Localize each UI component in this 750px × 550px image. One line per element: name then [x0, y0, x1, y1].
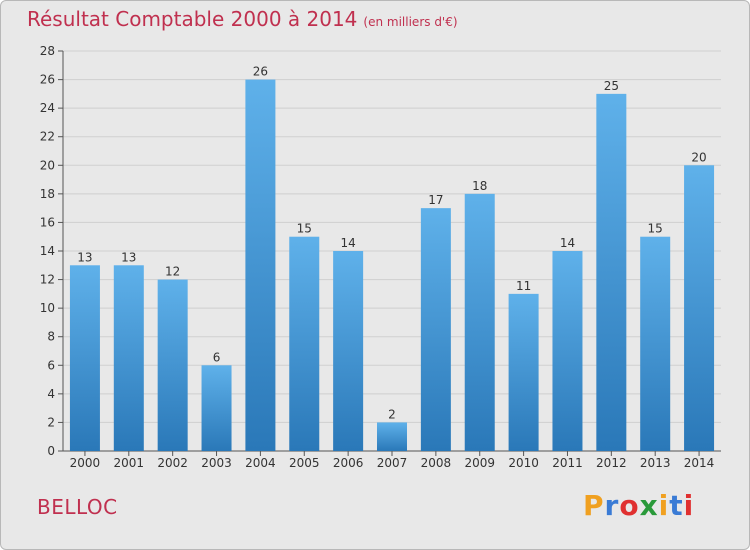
x-tick-label: 2008: [421, 456, 452, 470]
commune-name: BELLOC: [37, 495, 118, 519]
logo-letter: t: [669, 489, 684, 522]
data-label: 15: [648, 222, 663, 236]
data-label: 6: [213, 350, 221, 364]
data-label: 14: [340, 236, 355, 250]
bar-2005[interactable]: [289, 236, 320, 451]
data-label: 26: [253, 65, 268, 79]
y-tick-label: 28: [40, 44, 55, 58]
y-tick-label: 8: [47, 330, 55, 344]
y-tick-label: 18: [40, 187, 55, 201]
y-tick-label: 6: [47, 358, 55, 372]
bar-2000[interactable]: [69, 265, 100, 451]
y-tick-label: 20: [40, 158, 55, 172]
x-tick-label: 2011: [552, 456, 583, 470]
logo-letter: x: [639, 489, 659, 522]
bar-2001[interactable]: [113, 265, 144, 451]
logo-letter: r: [604, 489, 620, 522]
y-tick-label: 24: [40, 101, 55, 115]
data-label: 25: [604, 79, 619, 93]
x-tick-label: 2006: [333, 456, 364, 470]
y-tick-label: 26: [40, 73, 55, 87]
bar-2010[interactable]: [508, 293, 539, 451]
y-tick-label: 2: [47, 415, 55, 429]
data-label: 18: [472, 179, 487, 193]
data-label: 20: [691, 150, 706, 164]
x-tick-label: 2001: [114, 456, 145, 470]
y-tick-label: 22: [40, 130, 55, 144]
y-tick-label: 12: [40, 273, 55, 287]
y-tick-label: 14: [40, 244, 55, 258]
bar-2004[interactable]: [245, 79, 276, 452]
proxiti-logo[interactable]: Proxiti: [583, 489, 694, 522]
data-label: 15: [297, 222, 312, 236]
bar-2011[interactable]: [552, 251, 583, 451]
data-label: 13: [121, 250, 136, 264]
data-label: 11: [516, 279, 531, 293]
x-tick-label: 2000: [70, 456, 101, 470]
x-tick-label: 2010: [508, 456, 539, 470]
x-tick-label: 2012: [596, 456, 627, 470]
x-tick-label: 2014: [684, 456, 715, 470]
x-tick-label: 2003: [201, 456, 232, 470]
x-tick-label: 2009: [464, 456, 495, 470]
data-label: 13: [77, 250, 92, 264]
x-tick-label: 2002: [157, 456, 188, 470]
data-label: 2: [388, 407, 396, 421]
data-label: 12: [165, 265, 180, 279]
chart-subtitle: (en milliers d'€): [363, 15, 458, 29]
logo-letter: P: [583, 489, 605, 522]
logo-letter: i: [658, 489, 670, 522]
bar-2014[interactable]: [684, 165, 715, 452]
bar-2006[interactable]: [333, 251, 364, 451]
bar-2012[interactable]: [596, 93, 627, 451]
chart-title: Résultat Comptable 2000 à 2014 (en millie…: [27, 7, 458, 31]
bar-2013[interactable]: [640, 236, 671, 451]
bar-2009[interactable]: [464, 193, 495, 451]
bar-2002[interactable]: [157, 279, 188, 451]
x-tick-label: 2004: [245, 456, 276, 470]
bar-2003[interactable]: [201, 365, 232, 451]
y-tick-label: 16: [40, 215, 55, 229]
y-tick-label: 4: [47, 387, 55, 401]
logo-letter: i: [683, 489, 695, 522]
x-tick-label: 2007: [377, 456, 408, 470]
y-tick-label: 0: [47, 444, 55, 458]
bar-2007[interactable]: [377, 422, 407, 451]
x-tick-label: 2013: [640, 456, 671, 470]
x-tick-label: 2005: [289, 456, 320, 470]
data-label: 14: [560, 236, 575, 250]
data-label: 17: [428, 193, 443, 207]
logo-letter: o: [619, 489, 640, 522]
chart-title-text: Résultat Comptable 2000 à 2014: [27, 7, 358, 31]
y-tick-label: 10: [40, 301, 55, 315]
bar-2008[interactable]: [420, 208, 451, 451]
